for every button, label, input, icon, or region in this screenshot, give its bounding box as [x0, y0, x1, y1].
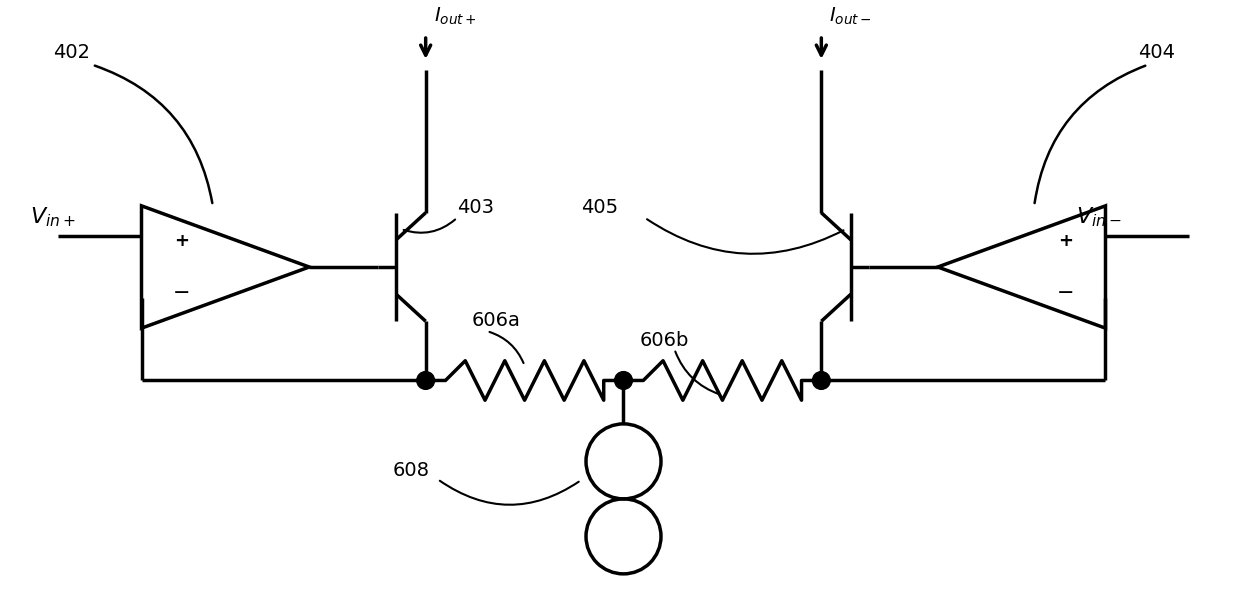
Text: +: +	[175, 232, 190, 250]
Circle shape	[416, 372, 434, 389]
Text: −: −	[1056, 283, 1074, 303]
Text: $I_{out+}$: $I_{out+}$	[434, 6, 476, 27]
Text: $V_{in-}$: $V_{in-}$	[1076, 205, 1122, 229]
Text: 404: 404	[1139, 43, 1175, 62]
Text: $I_{out-}$: $I_{out-}$	[829, 6, 872, 27]
Text: 403: 403	[458, 198, 494, 217]
Circle shape	[813, 372, 831, 389]
Text: +: +	[1057, 232, 1072, 250]
Text: 402: 402	[52, 43, 90, 62]
Text: −: −	[173, 283, 191, 303]
Text: 405: 405	[581, 198, 617, 217]
Text: 608: 608	[393, 461, 430, 480]
Text: $V_{in+}$: $V_{in+}$	[30, 205, 76, 229]
Text: 606b: 606b	[640, 331, 690, 350]
Text: 606a: 606a	[473, 311, 521, 330]
Circle shape	[615, 372, 632, 389]
